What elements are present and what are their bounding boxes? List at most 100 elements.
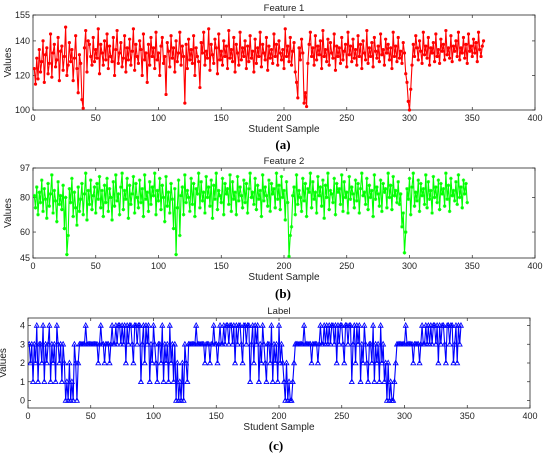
data-point [395,60,399,64]
y-tick-label: 1 [20,377,25,387]
data-point [371,65,375,69]
data-point [198,206,202,210]
data-point [227,28,231,33]
data-point [311,180,315,184]
data-point [356,321,363,328]
data-point [201,190,206,195]
y-tick-label: 60 [20,227,30,237]
data-point [238,185,242,189]
data-point [223,54,227,59]
data-point [243,39,247,43]
data-point [373,359,380,366]
data-point [422,202,427,207]
data-point [120,340,127,347]
data-point [210,321,217,328]
data-point [374,49,378,53]
data-point [297,46,301,50]
data-point [279,359,286,366]
data-point [427,197,432,201]
data-point [167,359,175,366]
data-point [45,216,49,220]
x-tick-label: 200 [276,113,291,123]
data-point [283,218,288,222]
data-point [408,212,413,217]
data-point [387,195,392,200]
data-point [48,192,53,196]
data-point [191,181,196,186]
data-point [280,378,288,385]
data-point [120,65,124,69]
data-point [53,65,58,69]
data-point [384,37,388,41]
data-point [157,359,165,366]
data-point [41,378,48,385]
data-point [438,61,442,65]
data-point [330,51,334,55]
data-point [360,66,364,71]
data-point [351,37,355,41]
data-point [199,180,203,184]
data-point [282,188,286,193]
data-point [105,176,109,181]
data-point [216,321,224,328]
data-point [170,378,177,385]
data-point [453,49,457,53]
data-point [331,56,335,60]
data-point [379,32,383,36]
data-point [189,176,193,181]
data-point [360,359,367,366]
data-point [194,46,198,50]
data-point [164,92,168,97]
data-point [313,34,317,38]
data-point [62,226,67,231]
data-point [29,378,37,385]
data-point [219,200,224,205]
data-point [200,51,205,55]
data-point [130,49,134,53]
data-point [333,359,340,366]
data-point [94,47,98,52]
data-point [456,30,461,34]
data-point [389,46,393,50]
x-tick-label: 250 [339,261,354,271]
data-point [82,192,87,196]
data-point [404,72,408,76]
data-point [263,185,267,189]
data-point [376,44,380,48]
data-point [68,200,73,205]
data-point [417,39,422,43]
data-point [114,340,121,347]
data-point [318,185,323,189]
data-point [55,58,59,62]
data-point [73,396,81,403]
data-point [163,54,167,59]
data-point [474,41,478,45]
data-point [134,340,141,347]
data-point [422,53,427,57]
data-point [188,58,192,62]
data-point [232,197,236,201]
data-point [87,42,92,46]
data-point [33,206,38,210]
data-point [170,56,174,60]
series-group [33,25,486,112]
data-point [431,174,436,179]
data-point [387,58,392,62]
data-point [249,56,253,60]
data-point [134,181,138,186]
data-point [445,53,449,57]
data-point [277,183,281,188]
data-point [446,46,451,50]
x-tick-label: 400 [527,113,542,123]
data-point [429,188,433,193]
data-point [357,54,361,59]
data-point [95,359,102,366]
data-point [441,186,446,191]
data-point [119,41,123,45]
data-point [185,66,189,71]
data-point [464,181,468,186]
data-point [37,340,44,347]
data-point [168,65,172,69]
x-tick-label: 0 [30,261,35,271]
data-point [367,183,372,188]
